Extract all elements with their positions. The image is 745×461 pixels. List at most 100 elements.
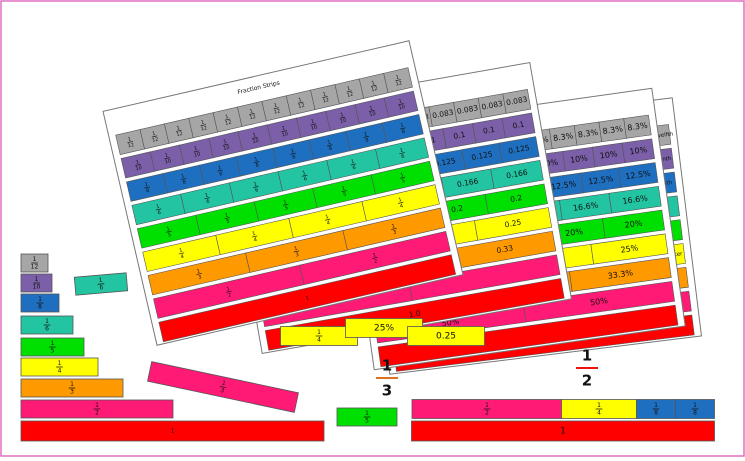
big-denominator: 2: [582, 372, 592, 390]
fraction-bar: [363, 135, 369, 138]
fraction-denominator: 12: [249, 114, 257, 121]
fraction-numerator: 1: [298, 97, 302, 104]
fraction-denominator: 4: [399, 203, 403, 210]
strip-label: 1.0: [408, 308, 422, 319]
fraction-numerator: 1: [294, 246, 298, 253]
fraction-denominator: 12: [395, 80, 403, 87]
fraction-denominator: 6: [157, 210, 161, 217]
strip-label: 8.3%: [627, 121, 649, 133]
fraction-denominator: 6: [45, 325, 49, 332]
fraction-numerator: 1: [365, 410, 369, 417]
fraction-denominator: 8: [219, 171, 223, 178]
strip-label: 0.125: [508, 143, 531, 156]
fraction-denominator: 12: [346, 91, 354, 98]
fraction-numerator: 1: [281, 125, 285, 132]
fraction-denominator: 10: [135, 165, 143, 172]
fraction-numerator: 1: [152, 131, 156, 138]
strip-cell: [602, 209, 665, 239]
fraction-numerator: 1: [302, 170, 306, 177]
fraction-denominator: 8: [365, 137, 369, 144]
fraction-denominator: 10: [252, 138, 260, 145]
loose-strip: 15: [336, 407, 398, 427]
fraction-bar: [144, 186, 150, 189]
fraction-bar: [135, 163, 141, 166]
fraction-denominator: 8: [292, 154, 296, 161]
fraction-numerator: 1: [290, 148, 294, 155]
loose-strip: 0.25: [407, 326, 485, 346]
fraction-denominator: 10: [223, 145, 231, 152]
strip-label: 12.5%: [625, 169, 652, 182]
fraction-bar: [322, 96, 328, 99]
fraction-bar: [293, 250, 300, 253]
fraction-numerator: 1: [196, 268, 200, 275]
strip-label: 25%: [374, 324, 394, 334]
fraction-numerator: 1: [369, 105, 373, 112]
strip-cell: [522, 281, 675, 323]
fraction-numerator: 1: [98, 277, 103, 284]
fraction-bar: [222, 143, 229, 146]
strip-cell: [617, 162, 659, 188]
big-denominator: 3: [382, 382, 392, 400]
fraction-bar: [281, 130, 287, 133]
fraction-denominator: 12: [273, 108, 281, 115]
fraction-bar: [350, 163, 357, 166]
strip-cell: [377, 304, 679, 368]
fraction-strip: [407, 326, 485, 346]
fraction-bar: [97, 283, 105, 285]
fraction-bar: [251, 235, 258, 238]
fraction-denominator: 8: [654, 409, 658, 416]
fraction-numerator: 1: [164, 152, 168, 159]
strip-label: 0.083: [432, 108, 455, 121]
fraction-bar: [339, 116, 346, 119]
fraction-bar: [166, 230, 172, 233]
strip-label: 50%: [590, 296, 609, 307]
fraction-bar: [273, 107, 280, 110]
fraction-numerator: 1: [283, 199, 287, 206]
fraction-denominator: 4: [58, 367, 62, 374]
fraction-bar: [193, 150, 200, 153]
strip-cell: [623, 114, 652, 139]
strip-label: 0.1: [512, 119, 526, 130]
fraction-denominator: 4: [180, 254, 184, 261]
strip-label: 0.25: [504, 218, 522, 230]
fraction-denominator: 12: [152, 136, 160, 143]
fraction-denominator: 8: [693, 409, 697, 416]
fraction-bar: [369, 109, 375, 112]
fraction-bar: [127, 141, 133, 144]
strip-cell: [474, 207, 553, 241]
strip-label: 12.5%: [588, 174, 615, 187]
fraction-denominator: 6: [206, 199, 210, 206]
fraction-bar: [290, 152, 296, 155]
fraction-denominator: 12: [225, 120, 233, 127]
fraction-denominator: 5: [167, 232, 171, 239]
fraction-bar: [151, 135, 158, 138]
fraction-denominator: 12: [371, 86, 379, 93]
strip-label: 12.5%: [550, 179, 577, 192]
fraction-denominator: 5: [401, 178, 405, 185]
fraction-numerator: 1: [204, 192, 208, 199]
fraction-bar: [224, 217, 230, 220]
fraction-bar: [180, 178, 187, 180]
strip-cell: [484, 183, 548, 215]
fraction-numerator: 1: [176, 125, 180, 132]
fraction-numerator: 1: [400, 123, 404, 130]
strip-label: 0.166: [456, 176, 479, 189]
strip-label: 10%: [569, 153, 588, 164]
strip-label: 50%: [441, 317, 460, 328]
strip-cell: [621, 138, 655, 164]
fraction-denominator: 12: [176, 131, 184, 138]
strip-cell: [498, 136, 540, 164]
fraction-bar: [297, 101, 304, 104]
strip-label: 10%: [599, 149, 618, 160]
fraction-denominator: 10: [281, 131, 289, 138]
fraction-bar: [395, 79, 401, 82]
loose-strip: 16: [73, 272, 129, 296]
fraction-numerator: 1: [340, 112, 344, 119]
fraction-numerator: 1: [249, 108, 253, 115]
fraction-denominator: 10: [193, 151, 201, 158]
fraction-numerator: 1: [693, 402, 697, 409]
fraction-numerator: 1: [226, 286, 230, 293]
fraction-denominator: 5: [226, 219, 230, 226]
strip-label: 33.3%: [607, 268, 634, 281]
fraction-numerator: 1: [179, 248, 183, 255]
